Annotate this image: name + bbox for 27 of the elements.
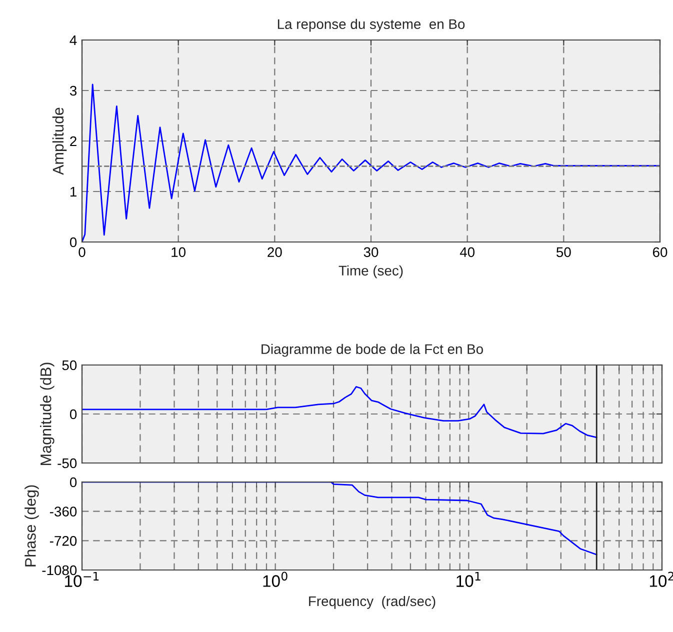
x-tick-label: 30: [364, 247, 378, 258]
x-tick-label: 40: [460, 247, 475, 258]
y-tick-label: 2: [70, 136, 76, 146]
x-tick-label: 10$^{0}$: [263, 572, 288, 587]
x-tick-label: 10$^{1}$: [456, 572, 480, 587]
x-axis-title: Frequency (rad/sec): [309, 596, 436, 609]
y-tick-label: 3: [70, 86, 77, 96]
y-axis-title: Magnitude (dB): [40, 362, 54, 465]
x-tick-label: 20: [268, 247, 282, 258]
chart-title: Diagramme de bode de la Fct en Bo: [262, 344, 483, 357]
y-tick-label: 50: [62, 360, 77, 370]
y-tick-label: 0: [70, 477, 77, 488]
x-tick-label: 50: [556, 247, 571, 258]
y-tick-label: 0: [70, 409, 77, 420]
y-tick-label: 0: [70, 237, 77, 248]
x-tick-label: 60: [652, 247, 668, 258]
y-tick-label: -50: [58, 458, 77, 468]
x-tick-label: 10: [172, 247, 186, 258]
x-axis-title: Time (sec): [338, 265, 403, 278]
y-tick-label: 1: [70, 186, 76, 197]
chart-title: La reponse du systeme en Bo: [278, 18, 465, 32]
x-tick-label: 0: [78, 247, 86, 258]
y-tick-label: 4: [70, 35, 77, 46]
y-axis-title: Phase (deg): [24, 485, 39, 566]
y-axis-title: Amplitude: [52, 108, 67, 175]
y-tick-label: -720: [50, 536, 77, 546]
y-tick-label: -360: [50, 506, 77, 517]
